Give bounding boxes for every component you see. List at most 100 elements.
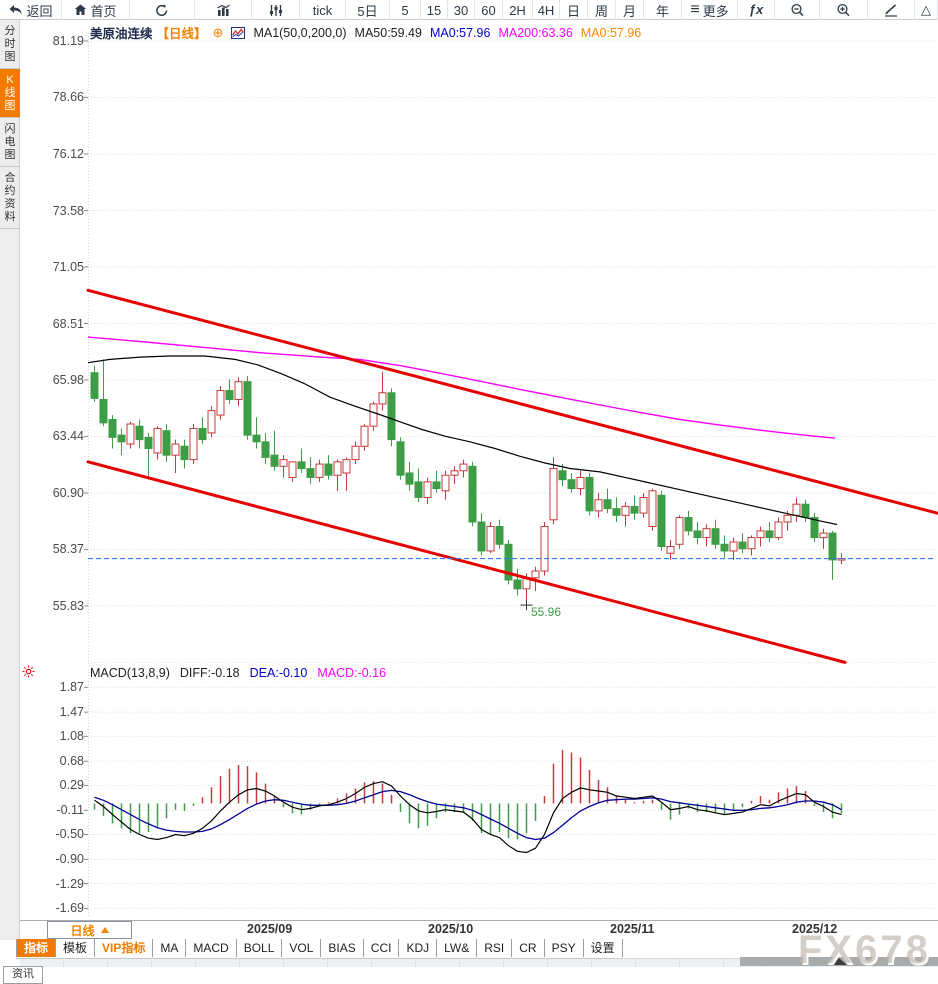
price-axis-label: 76.12 (52, 146, 84, 161)
ma200-value: MA200:63.36 (498, 25, 573, 40)
macd-axis-label: -0.90 (55, 852, 85, 867)
refresh-icon (155, 3, 169, 17)
indicator-tab-BOLL[interactable]: BOLL (237, 939, 283, 957)
back-icon (8, 4, 23, 16)
toolbar-more-button[interactable]: ≡ 更多 (682, 0, 738, 20)
macd-axis-label: -1.29 (55, 876, 85, 891)
sidebar-tab-分时图[interactable]: 分时图 (0, 20, 20, 69)
indicator-tab-模板[interactable]: 模板 (56, 939, 96, 957)
toolbar-item-label: 30 (453, 2, 469, 18)
ma50-value: MA50:59.49 (354, 25, 422, 40)
zoom-in-icon (836, 3, 851, 17)
price-axis-label: 68.51 (52, 316, 84, 331)
macd-header: MACD(13,8,9) DIFF:-0.18 DEA:-0.10 MACD:-… (90, 666, 386, 680)
toolbar-item-label: 2H (509, 2, 526, 18)
price-axis-label: 55.83 (52, 599, 84, 613)
price-axis-label: 63.44 (52, 429, 84, 444)
macd-axis-label: 1.87 (59, 680, 84, 695)
indicator-tab-PSY[interactable]: PSY (545, 939, 584, 957)
indicator-tab-CCI[interactable]: CCI (364, 939, 400, 957)
toolbar-5-button[interactable]: 5 (390, 0, 421, 20)
sidebar-tab-合约资料[interactable]: 合约资料 (0, 167, 20, 229)
toolbar-zoom-out-icon[interactable] (775, 0, 820, 20)
toolbar-5d-button[interactable]: 5日 (346, 0, 390, 20)
toolbar-back-button[interactable]: 返回 (0, 0, 62, 20)
toolbar: 返回 首页 tick 5日 5 15 30 60 2H 4H 日周月 年 ≡ 更多 ƒx △ (0, 0, 938, 20)
chart-style-icon[interactable] (231, 26, 246, 39)
fx-icon: ƒx (748, 2, 764, 17)
toolbar-30-button[interactable]: 30 (448, 0, 475, 20)
toolbar-item-label: 5 (401, 2, 409, 18)
indicator-tab-CR[interactable]: CR (512, 939, 545, 957)
toolbar-shape-icon[interactable]: △ (915, 0, 938, 20)
toolbar-tick-button[interactable]: tick (300, 0, 346, 20)
symbol-name: 美原油连续 (90, 27, 153, 41)
month-label: 2025/12 (792, 922, 838, 936)
toolbar-equalizer-icon[interactable] (252, 0, 300, 20)
macd-value: MACD:-0.16 (317, 666, 387, 680)
period-selector[interactable]: 日线 (47, 921, 132, 939)
macd-axis-label: 0.29 (59, 778, 84, 793)
indicator-tab-设置[interactable]: 设置 (584, 939, 623, 957)
toolbar-year-button[interactable]: 年 (644, 0, 682, 20)
sidebar-tab-闪电图[interactable]: 闪电图 (0, 118, 20, 167)
indicator-tab-RSI[interactable]: RSI (477, 939, 513, 957)
indicator-tab-指标[interactable]: 指标 (16, 939, 57, 957)
toolbar-item-label: 首页 (90, 3, 117, 19)
toolbar-item-label: 更多 (702, 3, 729, 19)
toolbar-day-button[interactable]: 日 (560, 0, 588, 20)
toolbar-week-button[interactable]: 周 (588, 0, 616, 20)
panel-collapse-handle[interactable] (740, 957, 938, 966)
price-axis-label: 71.05 (52, 259, 84, 274)
indicator-settings-icon[interactable] (20, 664, 36, 679)
toolbar-home-button[interactable]: 首页 (62, 0, 130, 20)
toolbar-item-label: 日 (566, 3, 580, 19)
indicator-tabbar: 指标 模板 VIP指标 MA MACD BOLL VOL BIAS CCI KDJ LW& RSI CR… (16, 939, 623, 959)
price-axis-label: 60.90 (52, 486, 84, 501)
toolbar-fx-icon[interactable]: ƒx (738, 0, 775, 20)
price-axis-label: 58.37 (52, 542, 84, 557)
toolbar-item-label: 返回 (26, 3, 53, 19)
period-tag[interactable]: 【日线】 (156, 27, 207, 41)
tab-news[interactable]: 资讯 (3, 966, 43, 984)
month-label: 2025/11 (610, 922, 655, 936)
month-label: 2025/09 (247, 922, 293, 936)
triangle-up-icon (100, 927, 109, 933)
triangle-icon: △ (921, 2, 931, 17)
xaxis-strip (20, 920, 938, 938)
toolbar-4h-button[interactable]: 4H (533, 0, 560, 20)
indicator-tab-KDJ[interactable]: KDJ (399, 939, 438, 957)
toolbar-month-button[interactable]: 月 (616, 0, 644, 20)
macd-axis-label: -0.50 (55, 827, 85, 842)
circle-plus-icon[interactable]: ⊕ (212, 24, 224, 40)
macd-diff-value: DIFF:-0.18 (179, 666, 240, 680)
indicator-tab-VOL[interactable]: VOL (282, 939, 322, 957)
toolbar-item-label: 15 (426, 2, 442, 18)
low-price-label: 55.96 (531, 605, 562, 619)
macd-dea-value: DEA:-0.10 (249, 666, 308, 680)
toolbar-item-label: 年 (655, 3, 669, 19)
toolbar-15-button[interactable]: 15 (421, 0, 448, 20)
zoom-out-icon (790, 3, 805, 17)
toolbar-2h-button[interactable]: 2H (503, 0, 533, 20)
price-axis-label: 81.19 (52, 34, 84, 48)
toolbar-refresh-icon[interactable] (130, 0, 195, 20)
indicator-tab-MACD[interactable]: MACD (186, 939, 237, 957)
toolbar-60-button[interactable]: 60 (475, 0, 503, 20)
indicator-tab-MA[interactable]: MA (153, 939, 187, 957)
toolbar-draw-icon[interactable] (868, 0, 915, 20)
indicator-tab-VIP指标[interactable]: VIP指标 (95, 939, 154, 957)
toolbar-item-label: 4H (537, 2, 555, 18)
equalizer-icon (269, 4, 283, 17)
toolbar-chart-type-icon[interactable] (195, 0, 252, 20)
toolbar-item-label: 周 (594, 3, 608, 19)
ma0-blue-value: MA0:57.96 (429, 25, 491, 40)
indicator-tab-LW&[interactable]: LW& (437, 939, 478, 957)
indicator-tab-BIAS[interactable]: BIAS (321, 939, 364, 957)
toolbar-zoom-in-icon[interactable] (820, 0, 868, 20)
ma-settings: MA1(50,0,200,0) (253, 25, 347, 40)
chart-title: 美原油连续 【日线】 ⊕ MA1(50,0,200,0) MA50:59.49 … (90, 23, 641, 42)
